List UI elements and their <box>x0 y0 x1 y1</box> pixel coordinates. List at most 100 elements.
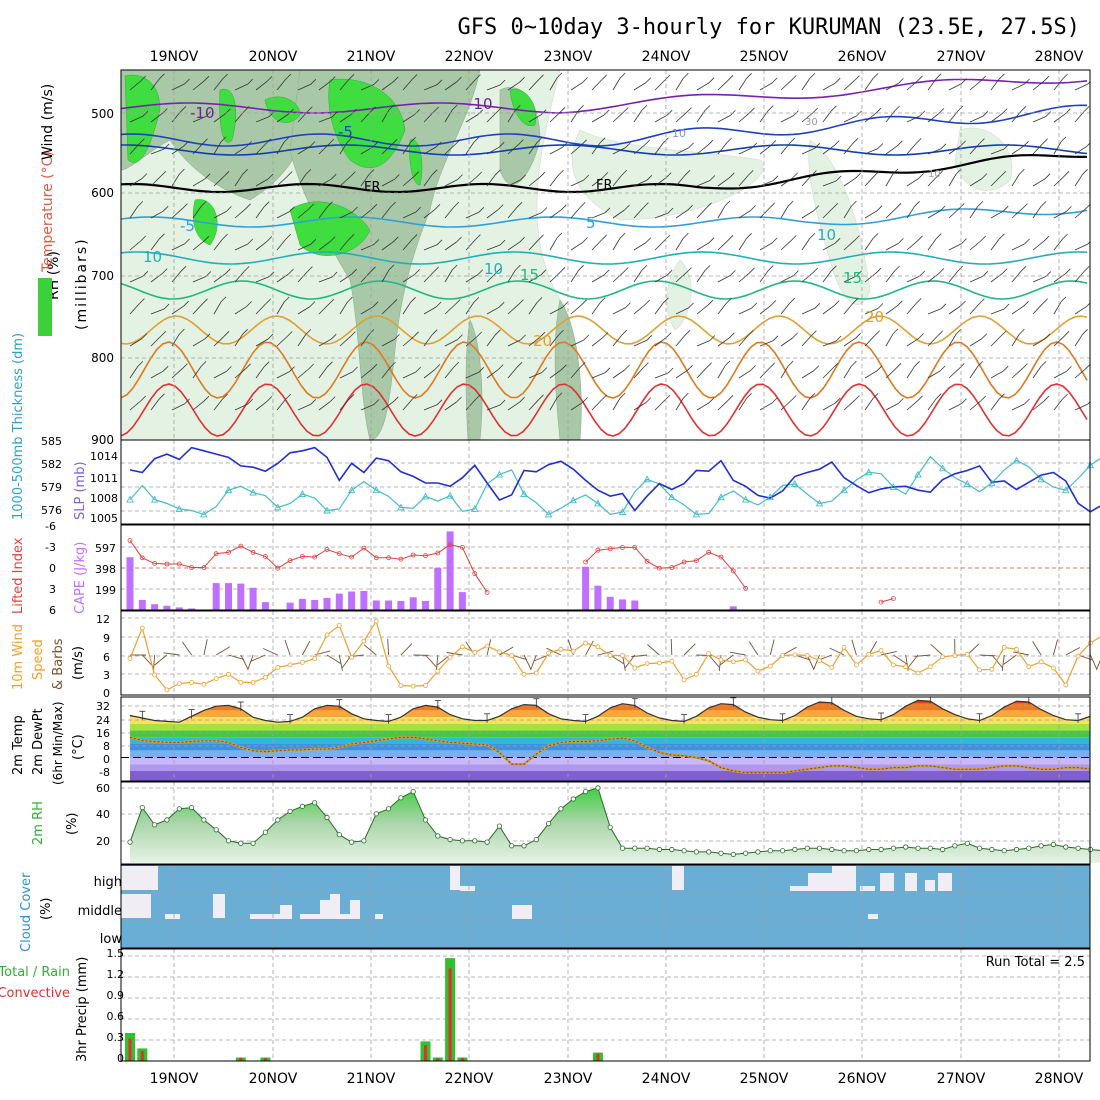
wind-speed-point <box>410 683 416 689</box>
wind-barb <box>215 646 231 656</box>
rh2m-point <box>632 845 638 851</box>
isotherm-label: 10 <box>143 248 162 266</box>
wind-barb <box>801 330 817 347</box>
wind-barb <box>234 329 248 347</box>
wind-barb <box>444 139 461 155</box>
wind-barb <box>990 143 1010 155</box>
cloud-block <box>860 886 875 891</box>
wind-barb <box>255 333 274 347</box>
wind-barb <box>1053 296 1067 315</box>
wind-barb <box>1065 647 1081 656</box>
cloud-block <box>165 914 180 919</box>
wind-barb <box>675 170 691 187</box>
wind-barb <box>843 270 862 283</box>
date-label: 24NOV <box>642 1071 691 1087</box>
li-point <box>484 590 490 595</box>
wind-barb <box>423 239 443 251</box>
wind-speed-label: Speed <box>31 639 46 680</box>
wind-barb <box>297 169 312 187</box>
wind-barb <box>969 173 988 187</box>
wind-barb <box>794 654 811 661</box>
rh-shade-mid <box>465 319 483 440</box>
wind-speed-point <box>940 654 945 660</box>
wind-barb <box>1032 235 1050 251</box>
wind-barb <box>203 639 208 656</box>
wind-barb <box>150 393 165 411</box>
wind-barb <box>969 298 985 315</box>
wind-barb <box>318 361 333 379</box>
rh-shade-mid <box>554 299 582 440</box>
wind-speed-point <box>213 676 219 681</box>
wind-barb <box>381 264 395 283</box>
wind-barb <box>297 301 316 315</box>
precip-tick: 0.9 <box>107 989 125 1002</box>
li-point <box>287 558 293 563</box>
rh2m-point <box>718 850 724 856</box>
wind-barb <box>318 298 335 315</box>
wind-barb <box>213 171 230 187</box>
slp-tick: 1008 <box>90 492 118 505</box>
wind-barb <box>907 654 919 668</box>
lifted-index-line <box>129 540 894 603</box>
wind-speed-point <box>176 681 182 686</box>
wind-barb <box>717 75 734 91</box>
wind-barb <box>255 396 273 411</box>
temp-band <box>130 757 1090 765</box>
wind-barb <box>696 175 716 187</box>
rh2m-point <box>742 850 749 856</box>
wind-barb <box>234 141 252 155</box>
wind-speed-point <box>189 680 195 685</box>
wind-barb <box>969 138 985 155</box>
wind-barb <box>885 363 902 379</box>
wind-barb <box>171 168 185 187</box>
wind-barb <box>675 142 694 155</box>
pressure-tick: 900 <box>91 433 114 447</box>
wind-barb <box>609 654 624 665</box>
cloud-block <box>450 866 460 890</box>
wind-barb <box>927 170 943 187</box>
wind-barb <box>1032 395 1050 411</box>
cloud-block <box>213 894 225 918</box>
wind-barb <box>381 76 399 91</box>
thickness-point <box>569 496 578 504</box>
wind-barb <box>864 303 884 315</box>
wind-barb <box>150 73 165 91</box>
wind-barb <box>528 207 548 219</box>
cape-bar <box>311 600 319 610</box>
thickness-point <box>791 480 799 487</box>
lifted-index-label: Lifted Index <box>11 537 26 614</box>
rh2m-point <box>619 845 626 851</box>
wind-barb <box>213 233 228 251</box>
wind-barb <box>696 77 715 91</box>
wind-barb <box>969 201 984 219</box>
wind-barb <box>597 650 614 656</box>
cloud-block <box>250 914 280 919</box>
li-point <box>238 543 244 549</box>
wind-barb <box>192 75 210 91</box>
wind-barb <box>843 200 857 219</box>
wind-speed-point <box>361 638 367 644</box>
wind-speed-point <box>817 658 822 663</box>
wind-barb <box>612 107 629 123</box>
rh2m-unit-label: (%) <box>65 813 80 836</box>
wind-barb <box>213 136 227 155</box>
wind-barb <box>1074 401 1090 411</box>
rh2m-point <box>287 808 293 814</box>
wind-barb <box>530 654 537 671</box>
rh2m-point <box>509 843 515 849</box>
wind-barb <box>683 643 696 656</box>
wind-barb <box>612 72 626 91</box>
rh2m-point <box>336 832 342 838</box>
wind-barb <box>570 139 587 155</box>
wind-speed-point <box>398 683 404 688</box>
li-point <box>324 547 330 552</box>
date-label: 20NOV <box>249 1071 298 1087</box>
date-label: 24NOV <box>642 49 691 65</box>
wind-speed-point <box>878 648 884 653</box>
wind-barb <box>234 203 251 219</box>
cape-bar <box>385 600 393 610</box>
date-label: 20NOV <box>249 49 298 65</box>
thickness-point <box>446 491 454 499</box>
wind-barb <box>486 79 506 91</box>
wind-barb <box>822 237 841 251</box>
